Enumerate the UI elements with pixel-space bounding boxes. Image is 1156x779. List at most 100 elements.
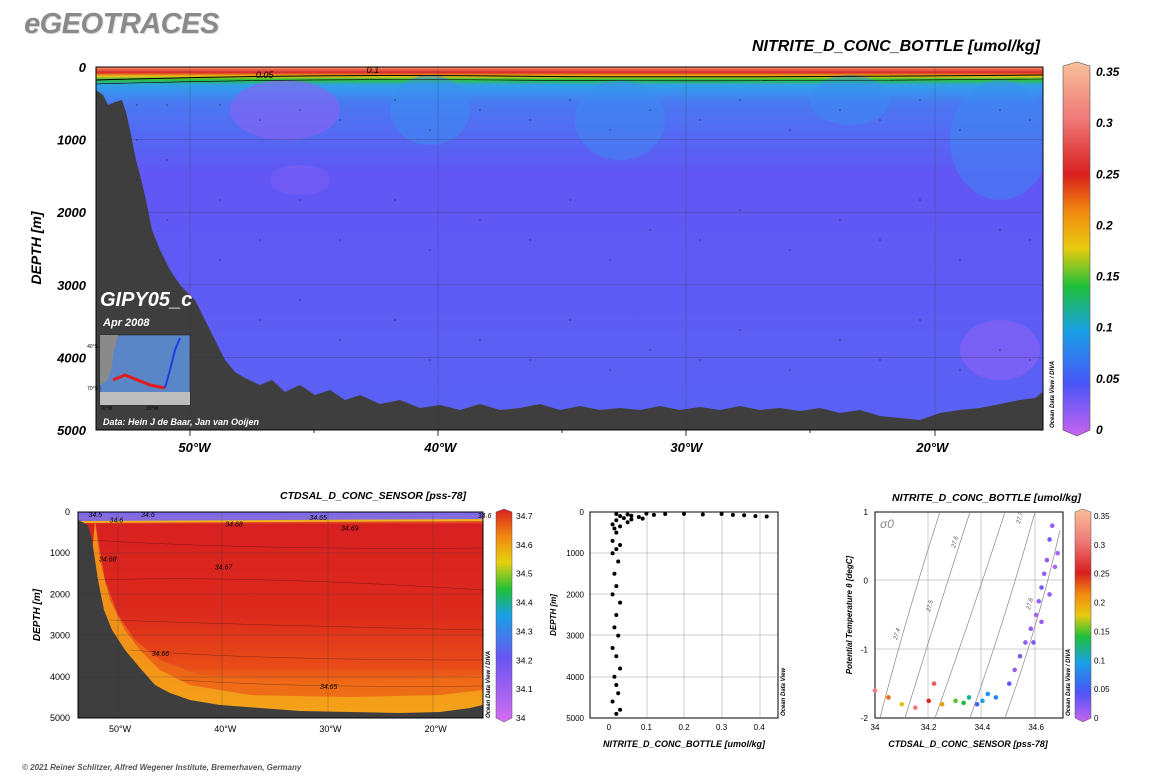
main-colorbar-tick: 0.25 bbox=[1096, 167, 1120, 181]
salinity-contour-label: 34.6 bbox=[110, 518, 124, 525]
ts-data-point bbox=[1055, 550, 1060, 556]
data-credit: Data: Hein J de Baar, Jan van Ooijen bbox=[103, 417, 260, 427]
profile-data-point bbox=[616, 633, 621, 638]
salinity-x-tick: 50°W bbox=[109, 724, 132, 734]
profile-data-point bbox=[614, 711, 619, 716]
ts-x-tick: 34.2 bbox=[921, 723, 937, 732]
profile-x-tick: 0.4 bbox=[754, 723, 766, 732]
profile-data-point bbox=[682, 511, 686, 516]
salinity-colorbar-tick: 34.1 bbox=[516, 684, 533, 694]
profile-data-point bbox=[616, 691, 621, 696]
profile-data-point bbox=[612, 625, 617, 630]
main-chart-title: NITRITE_D_CONC_BOTTLE [umol/kg] bbox=[751, 38, 1040, 55]
salinity-contour-label: 34.67 bbox=[215, 565, 234, 572]
ts-colorbar bbox=[1074, 508, 1092, 723]
ts-data-point bbox=[1012, 667, 1017, 673]
profile-data-point bbox=[621, 516, 626, 521]
profile-data-point bbox=[610, 538, 615, 543]
profile-data-point bbox=[663, 512, 668, 517]
profile-data-point bbox=[610, 551, 615, 556]
profile-data-point bbox=[636, 514, 641, 519]
profile-x-tick: 0.2 bbox=[678, 723, 690, 732]
salinity-x-tick: 40°W bbox=[214, 724, 237, 734]
ts-isopycnal-label: 27.5 bbox=[926, 599, 935, 613]
ts-data-point bbox=[926, 698, 932, 704]
main-y-tick: 4000 bbox=[56, 350, 87, 365]
main-colorbar-tick: 0.15 bbox=[1096, 270, 1120, 284]
ts-data-point bbox=[1006, 681, 1012, 686]
salinity-contour-label: 34.65 bbox=[320, 684, 338, 691]
main-colorbar-tick: 0 bbox=[1096, 423, 1103, 437]
profile-data-point bbox=[614, 518, 619, 523]
main-colorbar-tick: 0.05 bbox=[1096, 372, 1120, 386]
ts-data-point bbox=[1047, 537, 1052, 542]
main-y-tick: 3000 bbox=[57, 278, 87, 293]
salinity-y-tick: 3000 bbox=[50, 631, 70, 641]
profile-data-point bbox=[610, 699, 615, 704]
salinity-contour-label: 34.6 bbox=[141, 512, 155, 519]
salinity-y-tick: 0 bbox=[65, 507, 70, 517]
ts-data-point bbox=[1052, 564, 1058, 570]
ts-data-point bbox=[985, 691, 991, 697]
main-y-axis-label: DEPTH [m] bbox=[28, 210, 44, 284]
ts-data-point bbox=[1017, 653, 1023, 659]
profile-data-point bbox=[644, 511, 649, 516]
salinity-contour-label: 34.68 bbox=[99, 556, 117, 563]
main-colorbar-tick: 0.3 bbox=[1096, 116, 1113, 130]
profile-data-point bbox=[610, 592, 615, 597]
salinity-x-tick: 20°W bbox=[425, 724, 448, 734]
profile-data-point bbox=[618, 514, 623, 519]
main-colorbar-tick: 0.1 bbox=[1096, 321, 1113, 335]
profile-data-point bbox=[614, 683, 619, 688]
salinity-colorbar-tick: 34.3 bbox=[516, 626, 533, 636]
profile-data-point bbox=[614, 584, 619, 589]
profile-data-point bbox=[618, 542, 623, 547]
ts-data-point bbox=[953, 698, 958, 704]
profile-data-point bbox=[618, 524, 623, 529]
main-colorbar-tick: 0.35 bbox=[1096, 65, 1120, 79]
ts-data-point bbox=[993, 695, 999, 700]
profile-data-point bbox=[612, 674, 617, 679]
ts-x-tick: 34.6 bbox=[1028, 723, 1044, 732]
ts-x-tick: 34 bbox=[871, 723, 880, 732]
main-contour-label: 0.1 bbox=[367, 65, 380, 75]
ts-colorbar-tick: 0 bbox=[1094, 714, 1099, 723]
inset-lon-label: 20°W bbox=[146, 406, 159, 412]
salinity-y-tick: 5000 bbox=[50, 713, 70, 723]
ts-chart-title: NITRITE_D_CONC_BOTTLE [umol/kg] bbox=[892, 492, 1082, 504]
ts-colorbar-tick: 0.35 bbox=[1094, 512, 1110, 521]
main-colorbar-tick: 0.2 bbox=[1096, 218, 1113, 232]
ts-y-tick: 0 bbox=[864, 577, 869, 586]
inset-cruise-date: Apr 2008 bbox=[103, 317, 150, 329]
ts-data-point bbox=[1036, 598, 1042, 604]
ts-colorbar-tick: 0.05 bbox=[1094, 685, 1110, 694]
ts-data-point bbox=[1047, 592, 1052, 597]
ts-data-point bbox=[886, 695, 891, 700]
profile-data-point bbox=[612, 571, 617, 576]
salinity-odv-tag: Ocean Data View / DIVA bbox=[486, 650, 492, 718]
inset-cruise-name: GIPY05_c bbox=[100, 289, 193, 311]
profile-data-point bbox=[629, 513, 634, 518]
profile-data-point bbox=[610, 522, 615, 527]
salinity-colorbar bbox=[495, 508, 513, 723]
salinity-section-plot bbox=[77, 511, 484, 719]
salinity-y-tick: 1000 bbox=[50, 548, 70, 558]
salinity-contour-label: 34.69 bbox=[341, 526, 359, 533]
ts-data-point bbox=[1031, 640, 1036, 645]
profile-data-point bbox=[614, 530, 619, 535]
ts-data-point bbox=[1044, 557, 1050, 563]
salinity-contour-label: 34.68 bbox=[225, 521, 243, 528]
profile-data-point bbox=[764, 514, 769, 519]
profile-y-tick: 3000 bbox=[566, 632, 584, 641]
ts-data-point bbox=[912, 705, 918, 710]
ts-data-point bbox=[899, 701, 905, 707]
profile-y-axis-label: DEPTH [m] bbox=[549, 594, 558, 636]
profile-x-tick: 0.1 bbox=[641, 723, 653, 732]
ts-colorbar-tick: 0.3 bbox=[1094, 541, 1106, 550]
salinity-contour-label: 34.6 bbox=[478, 513, 492, 520]
ts-y-tick: -2 bbox=[861, 714, 869, 723]
profile-data-point bbox=[640, 516, 645, 521]
ts-data-point bbox=[1039, 585, 1044, 590]
profile-y-tick: 2000 bbox=[566, 590, 584, 599]
main-y-tick: 2000 bbox=[56, 205, 87, 220]
